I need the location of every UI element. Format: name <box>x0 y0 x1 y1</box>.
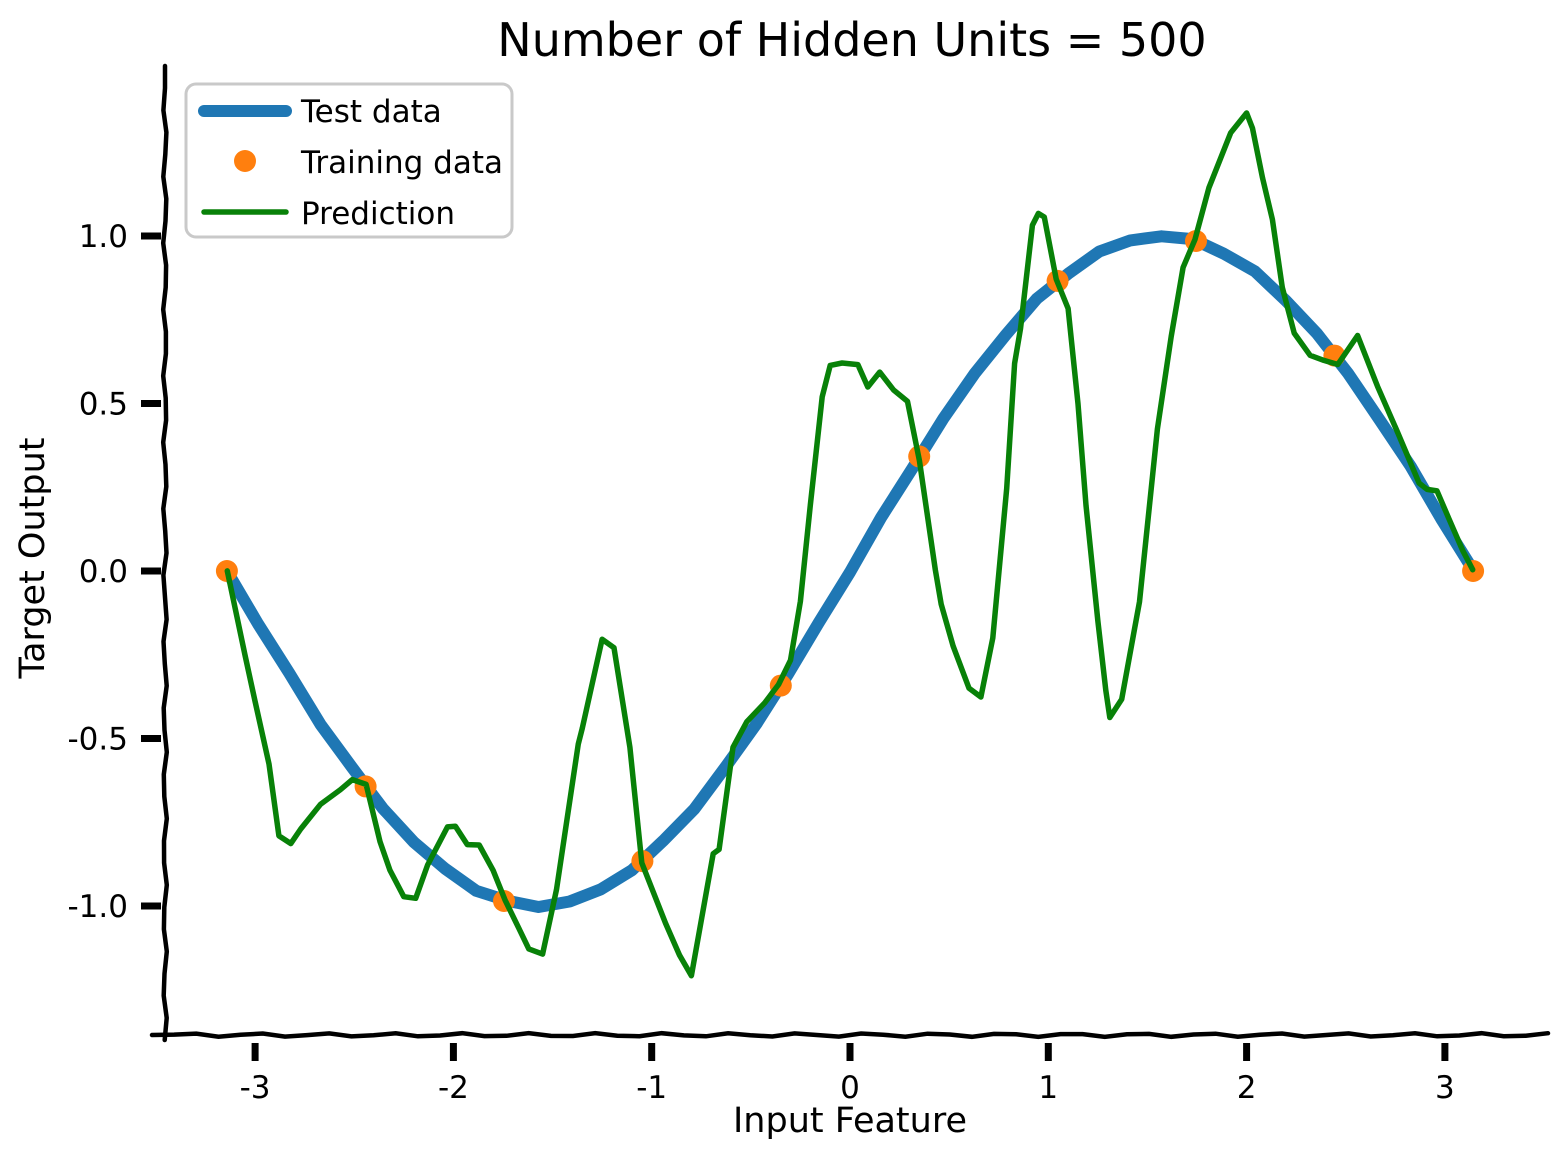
plot-series <box>215 110 1485 979</box>
x-tick-label: 3 <box>1435 1070 1455 1106</box>
series-test-data <box>220 230 1480 913</box>
x-tick-label: -2 <box>438 1070 469 1106</box>
y-tick-label: 1.0 <box>79 219 128 255</box>
y-tick-label: 0.0 <box>79 554 128 590</box>
y-tick-label: 0.5 <box>79 387 128 423</box>
legend-swatch-training-data-dot <box>234 150 256 172</box>
y-tick-label: -0.5 <box>68 722 129 758</box>
x-axis-label: Input Feature <box>733 1101 967 1141</box>
axes: -3 -2 -1 0 1 2 3 1.0 0.5 0.0 -0.5 -1.0 <box>68 63 1551 1106</box>
legend: Test data Training data Prediction <box>184 82 514 239</box>
x-tick-label: -3 <box>240 1070 271 1106</box>
series-prediction <box>224 110 1476 979</box>
y-tick-label: -1.0 <box>68 889 129 925</box>
legend-label-training-data: Training data <box>300 145 503 181</box>
x-axis-spine <box>149 1030 1551 1040</box>
legend-box <box>184 82 514 239</box>
x-tick-label: -1 <box>636 1070 667 1106</box>
x-tick-label: 2 <box>1237 1070 1257 1106</box>
y-axis-spine <box>160 63 170 1043</box>
y-axis-label: Target Output <box>13 438 53 680</box>
x-tick-label: 1 <box>1038 1070 1058 1106</box>
x-tick-label: 0 <box>840 1070 860 1106</box>
legend-label-prediction: Prediction <box>301 196 455 232</box>
chart-title: Number of Hidden Units = 500 <box>497 13 1206 67</box>
legend-label-test-data: Test data <box>300 94 442 130</box>
